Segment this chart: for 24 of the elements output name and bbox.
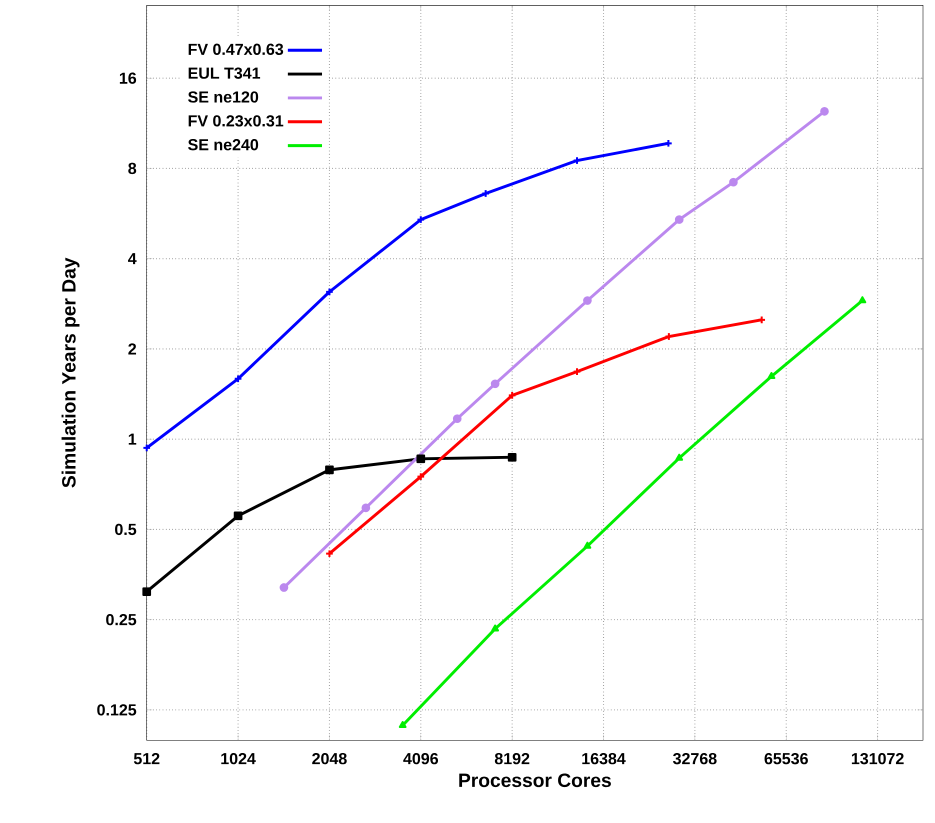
legend-label: FV 0.47x0.63 (188, 44, 284, 56)
x-tick-label: 131072 (852, 753, 904, 764)
legend-label: SE ne120 (188, 91, 258, 103)
y-tick-label: 16 (120, 72, 136, 84)
x-tick-label: 32768 (673, 753, 717, 764)
x-axis-title: Processor Cores (459, 774, 611, 788)
legend-label: FV 0.23x0.31 (188, 115, 284, 127)
x-tick-label: 512 (134, 753, 160, 764)
y-tick-label: 0.25 (106, 614, 136, 626)
y-tick-label: 2 (128, 343, 136, 355)
y-tick-label: 0.5 (115, 524, 136, 536)
x-tick-label: 1024 (221, 753, 256, 764)
y-tick-label: 1 (128, 434, 136, 445)
x-tick-label: 65536 (764, 753, 808, 764)
legend-label: SE ne240 (188, 139, 258, 150)
x-tick-label: 16384 (582, 753, 626, 764)
x-tick-label: 8192 (494, 753, 530, 764)
y-tick-label: 4 (128, 253, 137, 264)
x-tick-label: 4096 (403, 753, 438, 764)
y-tick-label: 8 (128, 162, 136, 174)
legend-label: EUL T341 (188, 68, 260, 79)
y-axis-title: Simulation Years per Day (62, 258, 80, 488)
x-tick-label: 2048 (312, 753, 347, 764)
y-tick-label: 0.125 (97, 704, 136, 716)
